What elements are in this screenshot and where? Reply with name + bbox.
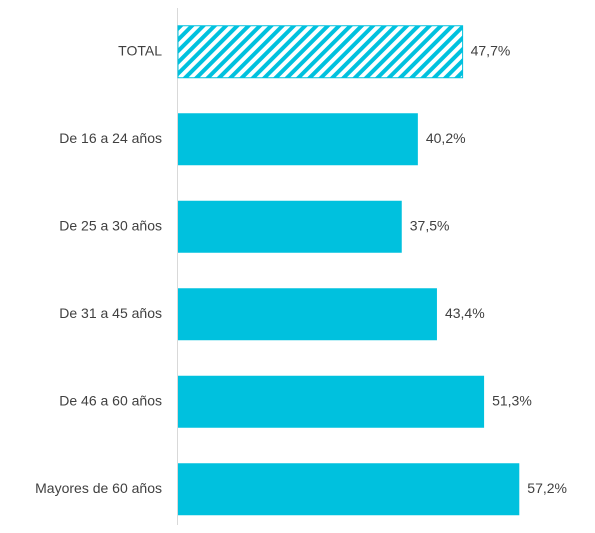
category-label-de-31-a-45-anos: De 31 a 45 años xyxy=(59,305,162,321)
value-label-de-16-a-24-anos: 40,2% xyxy=(426,130,466,146)
bar-mayores-de-60-anos xyxy=(178,463,520,516)
bar-de-31-a-45-anos xyxy=(178,288,437,341)
value-label-de-46-a-60-anos: 51,3% xyxy=(492,392,532,408)
bar-total xyxy=(177,25,464,79)
category-label-de-25-a-30-anos: De 25 a 30 años xyxy=(59,217,162,233)
bar-de-25-a-30-anos xyxy=(178,200,402,253)
category-label-total: TOTAL xyxy=(118,42,162,58)
value-label-de-31-a-45-anos: 43,4% xyxy=(445,305,485,321)
category-label-de-46-a-60-anos: De 46 a 60 años xyxy=(59,392,162,408)
bar-de-46-a-60-anos xyxy=(178,375,485,428)
category-label-mayores-de-60-anos: Mayores de 60 años xyxy=(35,480,162,496)
value-label-de-25-a-30-anos: 37,5% xyxy=(410,217,450,233)
value-label-mayores-de-60-anos: 57,2% xyxy=(527,480,567,496)
bar-de-16-a-24-anos xyxy=(178,113,418,166)
value-label-total: 47,7% xyxy=(471,42,511,58)
category-label-de-16-a-24-anos: De 16 a 24 años xyxy=(59,130,162,146)
